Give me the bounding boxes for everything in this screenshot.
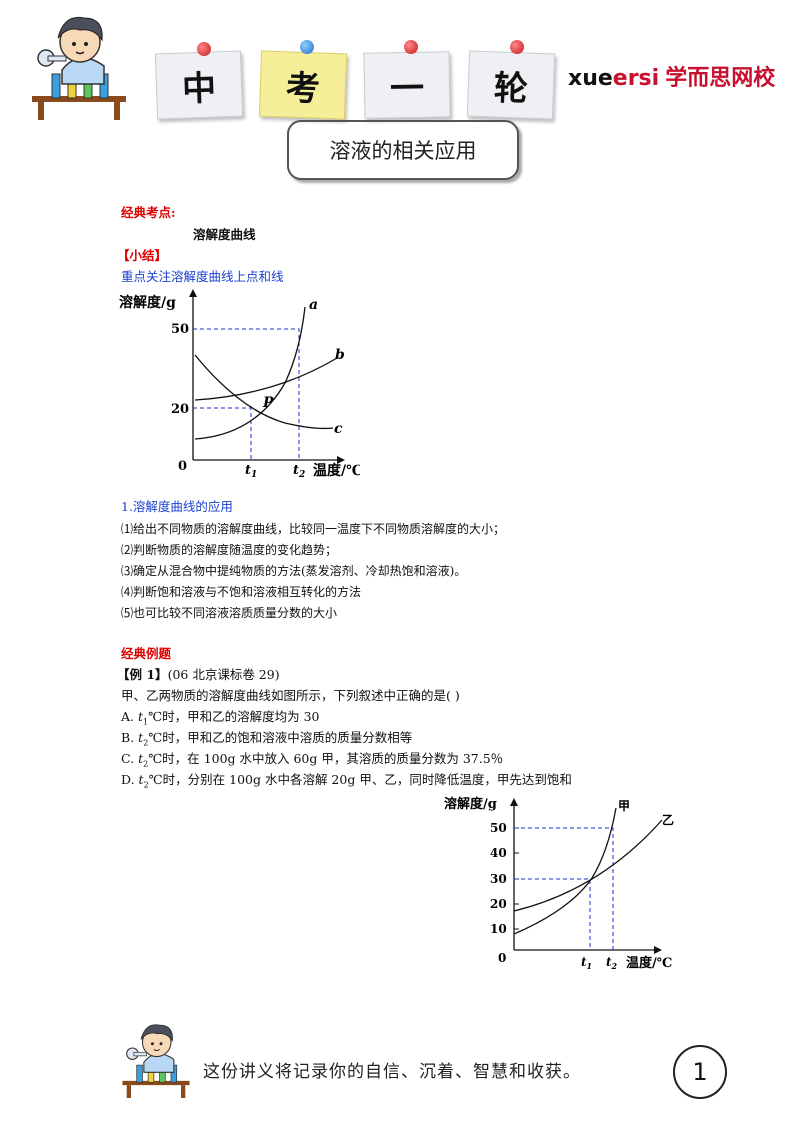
- curve-label-a: a: [309, 297, 318, 313]
- header-note-3: 一: [363, 51, 451, 119]
- x-axis-arrow: [654, 946, 662, 954]
- applications-item: ⑴给出不同物质的溶解度曲线，比较同一温度下不同物质溶解度的大小；: [121, 522, 506, 536]
- solubility-chart-2: 溶解度/g 50 40 30 20 10 0 t1 t2 温度/℃ 甲 乙: [444, 796, 674, 971]
- option-a: A. t1℃时，甲和乙的溶解度均为 30: [121, 709, 320, 727]
- example-1-header: 【例 1】(06 北京课标卷 29): [117, 667, 280, 682]
- y-tick-50: 50: [171, 322, 189, 337]
- header-note-1: 中: [154, 50, 244, 120]
- origin-label: 0: [498, 951, 506, 965]
- section-heading: 经典考点:: [121, 205, 176, 220]
- x-axis-label: 温度/℃: [626, 955, 672, 971]
- y-tick-label: 40: [490, 846, 507, 860]
- footer-motto: 这份讲义将记录你的自信、沉着、智慧和收获。: [203, 1062, 581, 1082]
- curve-label-b: b: [335, 347, 345, 363]
- pin-icon: [300, 40, 314, 54]
- page-title: 溶液的相关应用: [287, 120, 519, 180]
- pin-icon: [197, 42, 211, 56]
- y-tick-label: 30: [490, 872, 507, 886]
- y-tick-label: 20: [490, 897, 507, 911]
- guide-50: [193, 328, 300, 460]
- origin-label: 0: [178, 459, 187, 474]
- x-axis-label: 温度/℃: [313, 462, 360, 479]
- x-tick-t1: t1: [581, 955, 592, 971]
- guide-20: [193, 407, 252, 460]
- brand-logo: xueersi 学而思网校: [568, 66, 776, 91]
- page-number: 1: [673, 1045, 727, 1099]
- x-tick-t2: t2: [606, 955, 618, 971]
- y-tick-label: 10: [490, 922, 507, 936]
- example-1-question: 甲、乙两物质的溶解度曲线如图所示，下列叙述中正确的是( ): [121, 688, 460, 703]
- option-d: D. t2℃时，分别在 100g 水中各溶解 20g 甲、乙，同时降低温度，甲先…: [121, 772, 572, 790]
- y-axis-label: 溶解度/g: [444, 796, 497, 812]
- header-note-2: 考: [258, 50, 348, 120]
- mascot-illustration: [32, 16, 126, 120]
- curve-b: [194, 357, 338, 401]
- summary-tag: 【小结】: [117, 248, 168, 263]
- curve-label-c: c: [334, 421, 343, 437]
- applications-title: 1.溶解度曲线的应用: [121, 499, 233, 514]
- header-note-4: 轮: [466, 50, 556, 120]
- option-c: C. t2℃时，在 100g 水中放入 60g 甲，其溶质的质量分数为 37.5…: [121, 751, 504, 769]
- curve-label-yi: 乙: [662, 813, 674, 827]
- y-tick-label: 50: [490, 821, 507, 835]
- applications-item: ⑶确定从混合物中提纯物质的方法(蒸发溶剂、冷却热饱和溶液)。: [121, 564, 467, 578]
- footer-mascot-illustration: [122, 1024, 190, 1098]
- y-axis-label: 溶解度/g: [119, 294, 176, 311]
- curve-jia: [513, 807, 617, 935]
- x-axis-arrow: [337, 456, 345, 464]
- examples-heading: 经典例题: [121, 646, 172, 661]
- y-tick-20: 20: [171, 402, 189, 417]
- x-tick-t1: t1: [245, 463, 257, 480]
- solubility-chart-1: 溶解度/g 50 20 0 t1 t2 温度/℃ a b c P: [119, 289, 360, 480]
- curve-yi: [513, 819, 663, 912]
- summary-text: 重点关注溶解度曲线上点和线: [121, 269, 284, 284]
- y-axis-arrow: [510, 798, 518, 806]
- curve-a: [194, 306, 306, 440]
- curve-c: [194, 354, 334, 430]
- pin-icon: [510, 40, 524, 54]
- applications-item: ⑷判断饱和溶液与不饱和溶液相互转化的方法: [121, 585, 362, 599]
- y-axis-arrow: [189, 289, 197, 297]
- curve-label-jia: 甲: [618, 799, 630, 813]
- pin-icon: [404, 40, 418, 54]
- section-subheading: 溶解度曲线: [193, 227, 256, 242]
- intersection-label-p: P: [262, 395, 274, 411]
- applications-item: ⑵判断物质的溶解度随温度的变化趋势；: [121, 543, 338, 557]
- option-b: B. t2℃时，甲和乙的饱和溶液中溶质的质量分数相等: [121, 730, 413, 748]
- x-tick-t2: t2: [293, 463, 305, 480]
- applications-item: ⑸也可比较不同溶液溶质质量分数的大小: [121, 606, 338, 620]
- guide-50: [514, 827, 614, 950]
